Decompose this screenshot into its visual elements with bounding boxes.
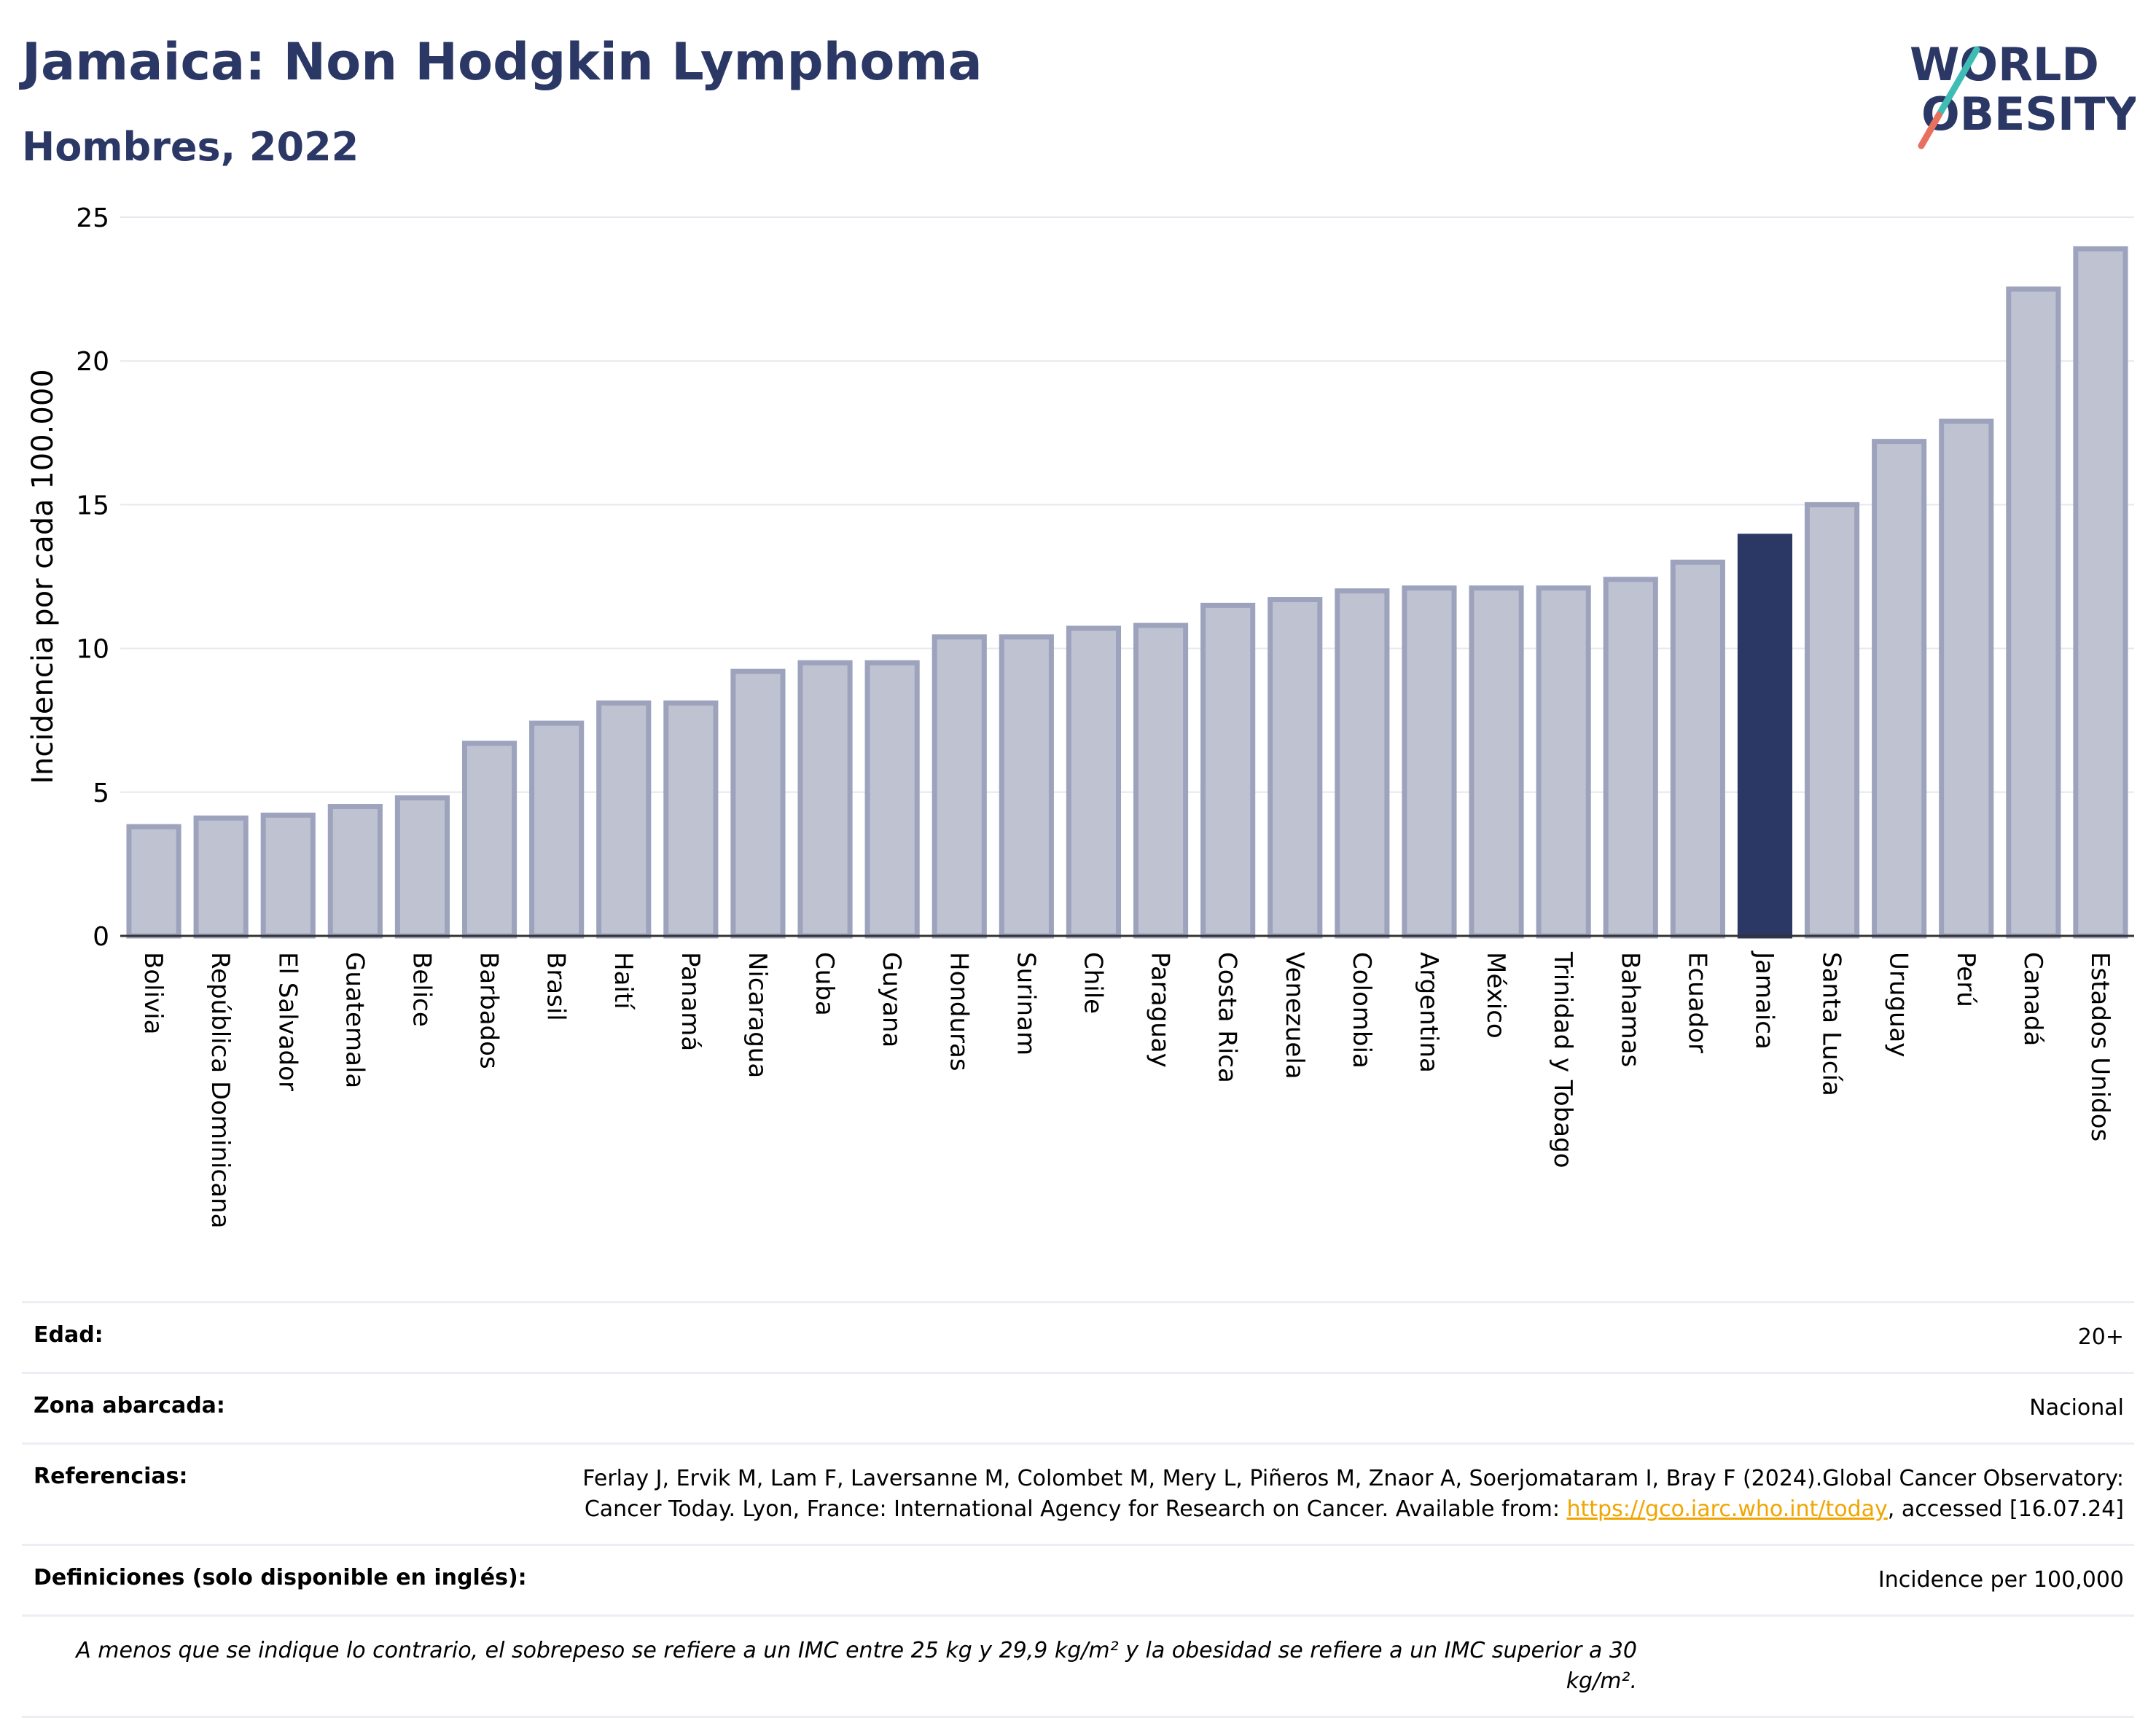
world-obesity-logo: WORLD OBESITY — [1910, 38, 2136, 149]
x-tick-label: Belice — [407, 952, 436, 1027]
y-tick-label: 25 — [76, 203, 109, 233]
bar — [1804, 501, 1860, 939]
y-tick-label: 20 — [76, 347, 109, 377]
bar-chart: 0 5 10 15 20 25 Incidencia por cada 100.000 Bol… — [26, 203, 2134, 1228]
info-row-footnote: A menos que se indique lo contrario, el … — [22, 1614, 2134, 1718]
x-tick-label: Guyana — [877, 952, 906, 1047]
bar — [2073, 246, 2128, 939]
references-link[interactable]: https://gco.iarc.who.int/today — [1566, 1496, 1888, 1522]
bar — [1200, 602, 1256, 939]
bar — [1872, 439, 1927, 939]
bar — [1335, 588, 1390, 939]
bar — [1402, 585, 1457, 939]
bar — [1268, 597, 1323, 939]
info-row-zone: Zona abarcada: Nacional — [22, 1372, 2134, 1442]
y-axis-label: Incidencia por cada 100.000 — [26, 369, 60, 784]
zone-value: Nacional — [2029, 1395, 2124, 1421]
x-tick-label: Jamaica — [1749, 950, 1778, 1050]
page-subtitle: Hombres, 2022 — [22, 124, 359, 170]
logo-line2: OBESITY — [1921, 87, 2136, 141]
x-tick-label: Santa Lucía — [1817, 952, 1846, 1096]
x-tick-label: Haití — [609, 952, 638, 1010]
bar — [394, 795, 450, 939]
bar — [193, 815, 249, 939]
x-tick-label: Perú — [1951, 952, 1980, 1007]
bar — [663, 700, 719, 939]
bar — [1536, 585, 1591, 939]
references-text: Ferlay J, Ervik M, Lam F, Laversanne M, … — [582, 1466, 2124, 1522]
logo-slash-teal — [1935, 46, 1980, 119]
x-tick-label: Argentina — [1414, 952, 1443, 1073]
page-title: Jamaica: Non Hodgkin Lymphoma — [22, 32, 983, 92]
x-tick-label: Canadá — [2018, 952, 2047, 1046]
bar — [999, 634, 1054, 939]
bar — [327, 804, 383, 939]
bar — [1469, 585, 1524, 939]
references-label: Referencias: — [34, 1464, 188, 1489]
bar — [126, 824, 181, 939]
bar — [864, 660, 920, 939]
age-label: Edad: — [34, 1322, 103, 1348]
x-tick-label: Colombia — [1347, 952, 1376, 1069]
bar — [260, 812, 316, 939]
footnote: A menos que se indique lo contrario, el … — [76, 1638, 1637, 1694]
bar — [1737, 534, 1793, 939]
bar — [730, 668, 786, 939]
bar — [1603, 577, 1658, 939]
bar — [596, 700, 652, 939]
x-tick-label: Estados Unidos — [2085, 952, 2114, 1141]
x-tick-label: Barbados — [474, 952, 504, 1069]
logo-line1: WORLD — [1910, 38, 2099, 91]
bar — [797, 660, 853, 939]
x-tick-label: Chile — [1078, 952, 1107, 1014]
info-row-references: Referencias: Ferlay J, Ervik M, Lam F, L… — [22, 1442, 2134, 1544]
x-tick-label: Ecuador — [1682, 952, 1711, 1053]
age-value: 20+ — [2077, 1324, 2124, 1350]
definitions-label: Definiciones (solo disponible en inglés)… — [34, 1565, 527, 1590]
x-tick-label: Venezuela — [1280, 952, 1309, 1079]
info-table: Edad: 20+ Zona abarcada: Nacional Refere… — [22, 1301, 2134, 1718]
x-tick-label: Costa Rica — [1213, 952, 1242, 1083]
info-row-age: Edad: 20+ — [22, 1301, 2134, 1372]
y-tick-label: 10 — [76, 635, 109, 665]
x-tick-label: Guatemala — [340, 952, 369, 1088]
bar — [529, 720, 585, 939]
bar — [461, 741, 517, 939]
x-tick-label: Nicaragua — [743, 952, 772, 1078]
x-tick-label: Brasil — [542, 952, 571, 1021]
references-value: Ferlay J, Ervik M, Lam F, Laversanne M, … — [520, 1464, 2124, 1525]
x-tick-label: Trinidad y Tobago — [1548, 951, 1577, 1168]
x-tick-label: Uruguay — [1884, 952, 1913, 1058]
definitions-value: Incidence per 100,000 — [1878, 1567, 2124, 1593]
bar — [1670, 559, 1725, 939]
logo-slash-red — [1918, 112, 1942, 149]
bar — [931, 634, 987, 939]
x-tick-label: Honduras — [944, 952, 973, 1071]
y-tick-label: 0 — [93, 922, 109, 952]
bar — [2006, 286, 2061, 939]
x-tick-label: Panamá — [676, 952, 705, 1051]
x-tick-label: Paraguay — [1146, 952, 1175, 1068]
bar — [1066, 625, 1122, 939]
y-tick-label: 5 — [93, 778, 109, 808]
x-tick-label: México — [1481, 952, 1510, 1039]
bar — [1133, 622, 1189, 939]
x-tick-label: Cuba — [810, 952, 839, 1016]
info-row-definitions: Definiciones (solo disponible en inglés)… — [22, 1544, 2134, 1614]
x-tick-label: Surinam — [1011, 952, 1040, 1055]
x-tick-label: Bahamas — [1615, 952, 1644, 1067]
references-accessed: , accessed [16.07.24] — [1887, 1496, 2124, 1522]
bar — [1939, 418, 1994, 939]
x-tick-label: El Salvador — [273, 952, 302, 1091]
x-tick-label: República Dominicana — [206, 952, 235, 1228]
x-tick-label: Bolivia — [138, 952, 168, 1034]
y-tick-label: 15 — [76, 491, 109, 520]
zone-label: Zona abarcada: — [34, 1393, 225, 1418]
